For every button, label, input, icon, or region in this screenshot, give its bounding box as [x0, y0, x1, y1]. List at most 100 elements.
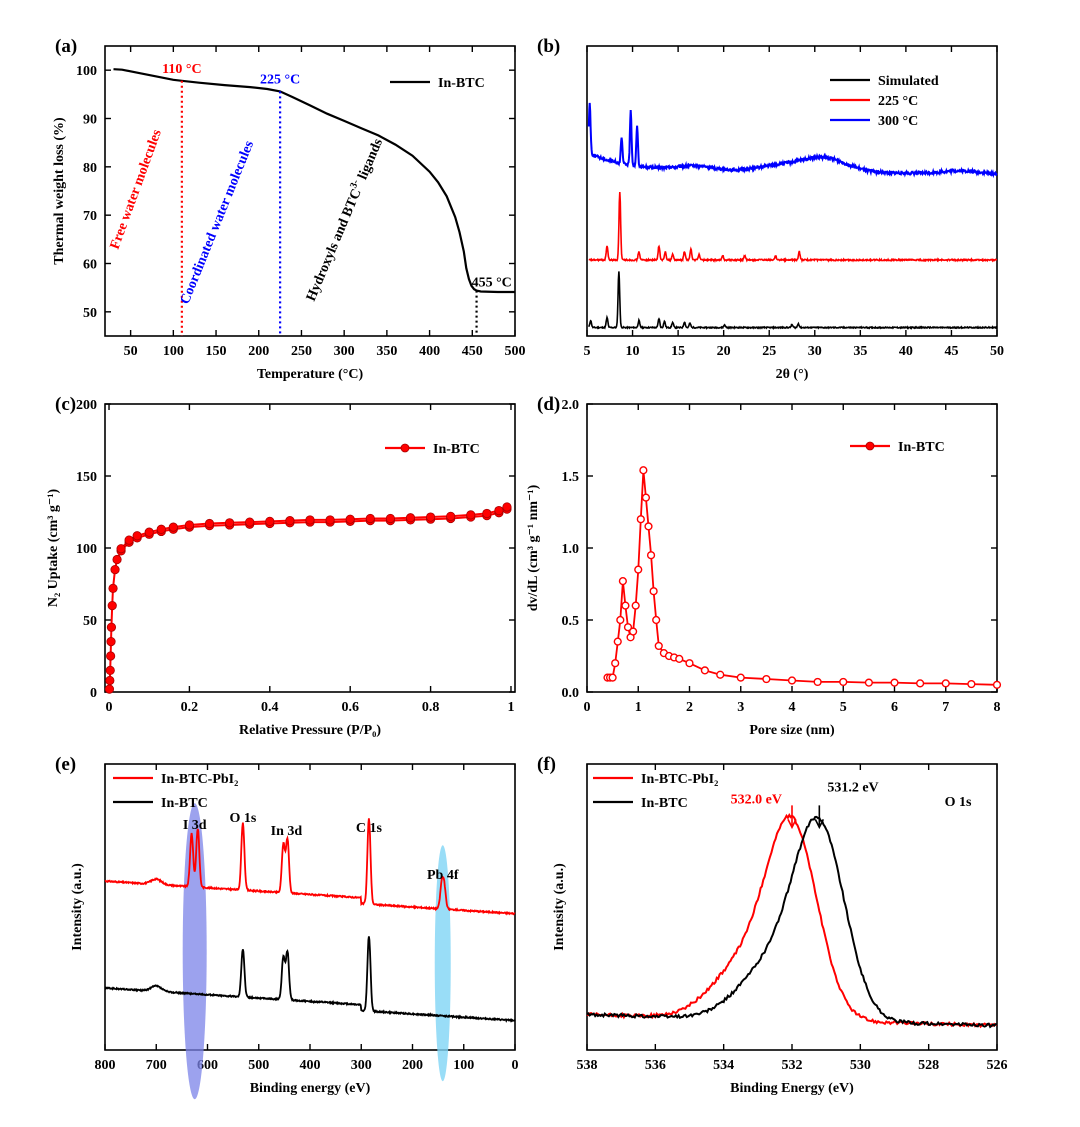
data-point: [864, 678, 873, 687]
data-point: [787, 676, 797, 685]
x-tick-label: 528: [918, 1058, 939, 1073]
data-point-desorption: [494, 505, 504, 516]
peak-label: C 1s: [356, 821, 383, 836]
data-point: [644, 522, 653, 531]
xrd-pattern: [588, 271, 998, 331]
x-tick-label: 300: [334, 344, 355, 359]
data-point: [623, 623, 633, 632]
y-axis-label: dv/dL (cm³ g⁻¹ nm⁻¹): [526, 484, 541, 611]
data-point-desorption: [345, 514, 355, 524]
panel-b: 5 10 15 20 25 30 35 40 45 50 2θ (°) (b) Simulated 225…: [537, 36, 1004, 382]
x-tick-label: 536: [645, 1058, 666, 1073]
x-tick-label: 10: [626, 344, 640, 359]
x-tick-label: 200: [402, 1058, 423, 1073]
xps-spectrum: [104, 936, 516, 1023]
plot-frame: [104, 45, 516, 337]
xps-o1s-spectrum: [586, 812, 998, 1029]
xps-spectrum: [104, 818, 516, 916]
data-point-desorption: [225, 518, 235, 528]
y-tick-label: 100: [76, 542, 97, 557]
x-tick-label: 35: [853, 344, 867, 359]
data-point: [105, 665, 115, 676]
data-point-desorption: [466, 510, 476, 520]
data-point: [652, 615, 661, 625]
y-tick-label: 50: [83, 614, 97, 629]
panel-label: (b): [537, 36, 560, 57]
data-point-desorption: [156, 524, 166, 534]
legend-label: In-BTC: [898, 440, 945, 455]
data-point-desorption: [425, 512, 436, 522]
y-tick-label: 150: [76, 470, 97, 485]
x-tick-label: 0: [106, 700, 113, 715]
data-point: [941, 679, 950, 688]
data-point-desorption: [184, 520, 195, 530]
x-axis-label: Relative Pressure (P/P₀): [239, 723, 381, 738]
x-tick-label: 150: [206, 344, 227, 359]
y-tick-label: 80: [83, 161, 97, 176]
panel-a: 50 100 150 200 250 300 350 400 450 500 50 60 70 80 90 1…: [52, 36, 526, 382]
xrd-pattern: [587, 102, 998, 179]
plot-frame: [586, 45, 998, 337]
data-point-desorption: [482, 508, 492, 519]
x-tick-label: 526: [987, 1058, 1008, 1073]
peak-label: Pb 4f: [427, 868, 459, 883]
legend-label: In-BTC-PbI₂: [641, 772, 718, 787]
x-tick-label: 500: [248, 1058, 269, 1073]
data-point: [106, 636, 116, 647]
xps-o1s-spectrum: [586, 815, 998, 1029]
x-tick-label: 538: [577, 1058, 598, 1073]
x-tick-label: 100: [163, 344, 184, 359]
x-tick-label: 8: [994, 700, 1001, 715]
legend-label: In-BTC: [161, 796, 208, 811]
x-tick-label: 250: [291, 344, 312, 359]
x-tick-label: 530: [850, 1058, 871, 1073]
data-point: [112, 554, 122, 565]
panel-d: 0 1 2 3 4 5 6 7 8 0.0 0.5 1.0 1.5 2.0 Pore size (nm) dv…: [526, 394, 1002, 738]
highlight-ellipse-i3d: [182, 803, 207, 1100]
x-tick-label: 0: [512, 1058, 519, 1073]
data-point-desorption: [265, 516, 275, 526]
data-point: [641, 493, 651, 502]
x-tick-label: 30: [808, 344, 822, 359]
y-tick-label: 0.5: [562, 614, 580, 629]
data-point: [631, 601, 640, 610]
data-point: [967, 679, 976, 689]
threshold-label: 110 °C: [162, 62, 201, 77]
x-tick-label: 40: [899, 344, 913, 359]
y-axis-label: N₂ Uptake (cm³ g⁻¹): [46, 488, 61, 607]
panel-label: (d): [537, 394, 560, 415]
peak-arrowhead: [814, 819, 825, 830]
x-tick-label: 400: [419, 344, 440, 359]
series-line: [113, 68, 515, 294]
legend-marker: [865, 441, 875, 451]
data-point: [700, 666, 709, 675]
peak-label: I 3d: [183, 818, 207, 833]
x-axis-label: Binding Energy (eV): [730, 1081, 854, 1096]
y-tick-label: 200: [76, 398, 97, 413]
x-axis-label: 2θ (°): [776, 367, 809, 382]
y-tick-label: 2.0: [562, 398, 580, 413]
panel-label: (e): [55, 754, 76, 775]
x-tick-label: 532: [782, 1058, 803, 1073]
x-tick-label: 400: [300, 1058, 321, 1073]
y-tick-label: 90: [83, 113, 97, 128]
data-point: [105, 675, 115, 686]
x-tick-label: 1: [635, 700, 642, 715]
x-tick-label: 2: [686, 700, 693, 715]
data-point: [110, 564, 120, 575]
data-point: [890, 678, 899, 687]
x-tick-label: 200: [248, 344, 269, 359]
data-point: [813, 677, 822, 687]
y-axis-label: Intensity (a.u.): [70, 863, 85, 951]
x-tick-label: 20: [717, 344, 731, 359]
data-point-desorption: [116, 544, 126, 554]
data-point: [654, 641, 663, 651]
threshold-label: 455 °C: [472, 276, 512, 291]
data-point: [629, 627, 638, 636]
legend-label: 225 °C: [878, 94, 918, 109]
threshold-label: 225 °C: [260, 72, 300, 87]
data-point: [621, 601, 630, 610]
data-point-desorption: [446, 511, 456, 521]
